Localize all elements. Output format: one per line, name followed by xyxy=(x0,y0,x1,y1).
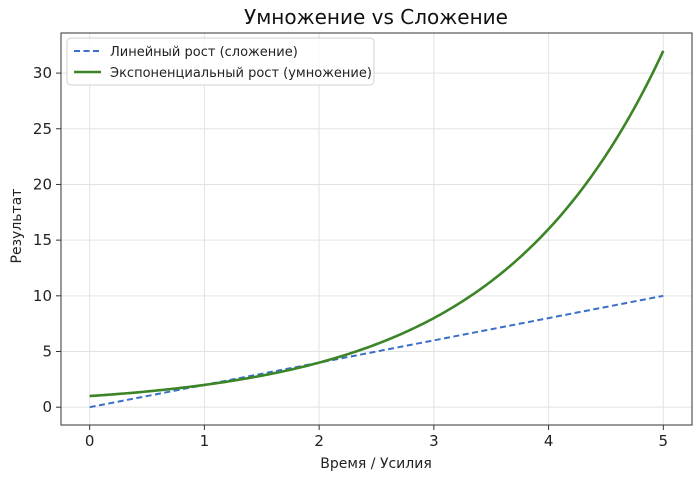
legend-label: Экспоненциальный рост (умножение) xyxy=(110,66,372,81)
x-tick-label: 5 xyxy=(659,432,669,450)
legend: Линейный рост (сложение) Экспоненциальный… xyxy=(66,37,375,86)
y-tick-label: 20 xyxy=(33,175,52,193)
x-tick-label: 2 xyxy=(314,432,324,450)
y-tick-label: 0 xyxy=(42,398,52,416)
grid xyxy=(61,33,692,425)
legend-box xyxy=(66,37,375,86)
chart-title: Умножение vs Сложение xyxy=(244,5,508,29)
x-tick-label: 3 xyxy=(429,432,439,450)
x-axis-label: Время / Усилия xyxy=(320,456,432,472)
y-tick-label: 5 xyxy=(42,343,52,361)
x-tick-label: 4 xyxy=(544,432,554,450)
exponential-series-line xyxy=(89,50,665,398)
y-tick-label: 10 xyxy=(33,287,52,305)
ticks: 0 1 2 3 4 5 0 5 10 15 20 25 30 xyxy=(33,64,668,450)
legend-label: Линейный рост (сложение) xyxy=(110,45,298,60)
y-tick-label: 25 xyxy=(33,120,52,138)
y-tick-label: 30 xyxy=(33,64,52,82)
series-layer xyxy=(89,50,665,409)
x-tick-label: 0 xyxy=(85,432,95,450)
plot-frame xyxy=(60,32,693,426)
y-axis-label: Результат xyxy=(9,189,25,264)
x-tick-label: 1 xyxy=(200,432,210,450)
y-tick-label: 15 xyxy=(33,231,52,249)
